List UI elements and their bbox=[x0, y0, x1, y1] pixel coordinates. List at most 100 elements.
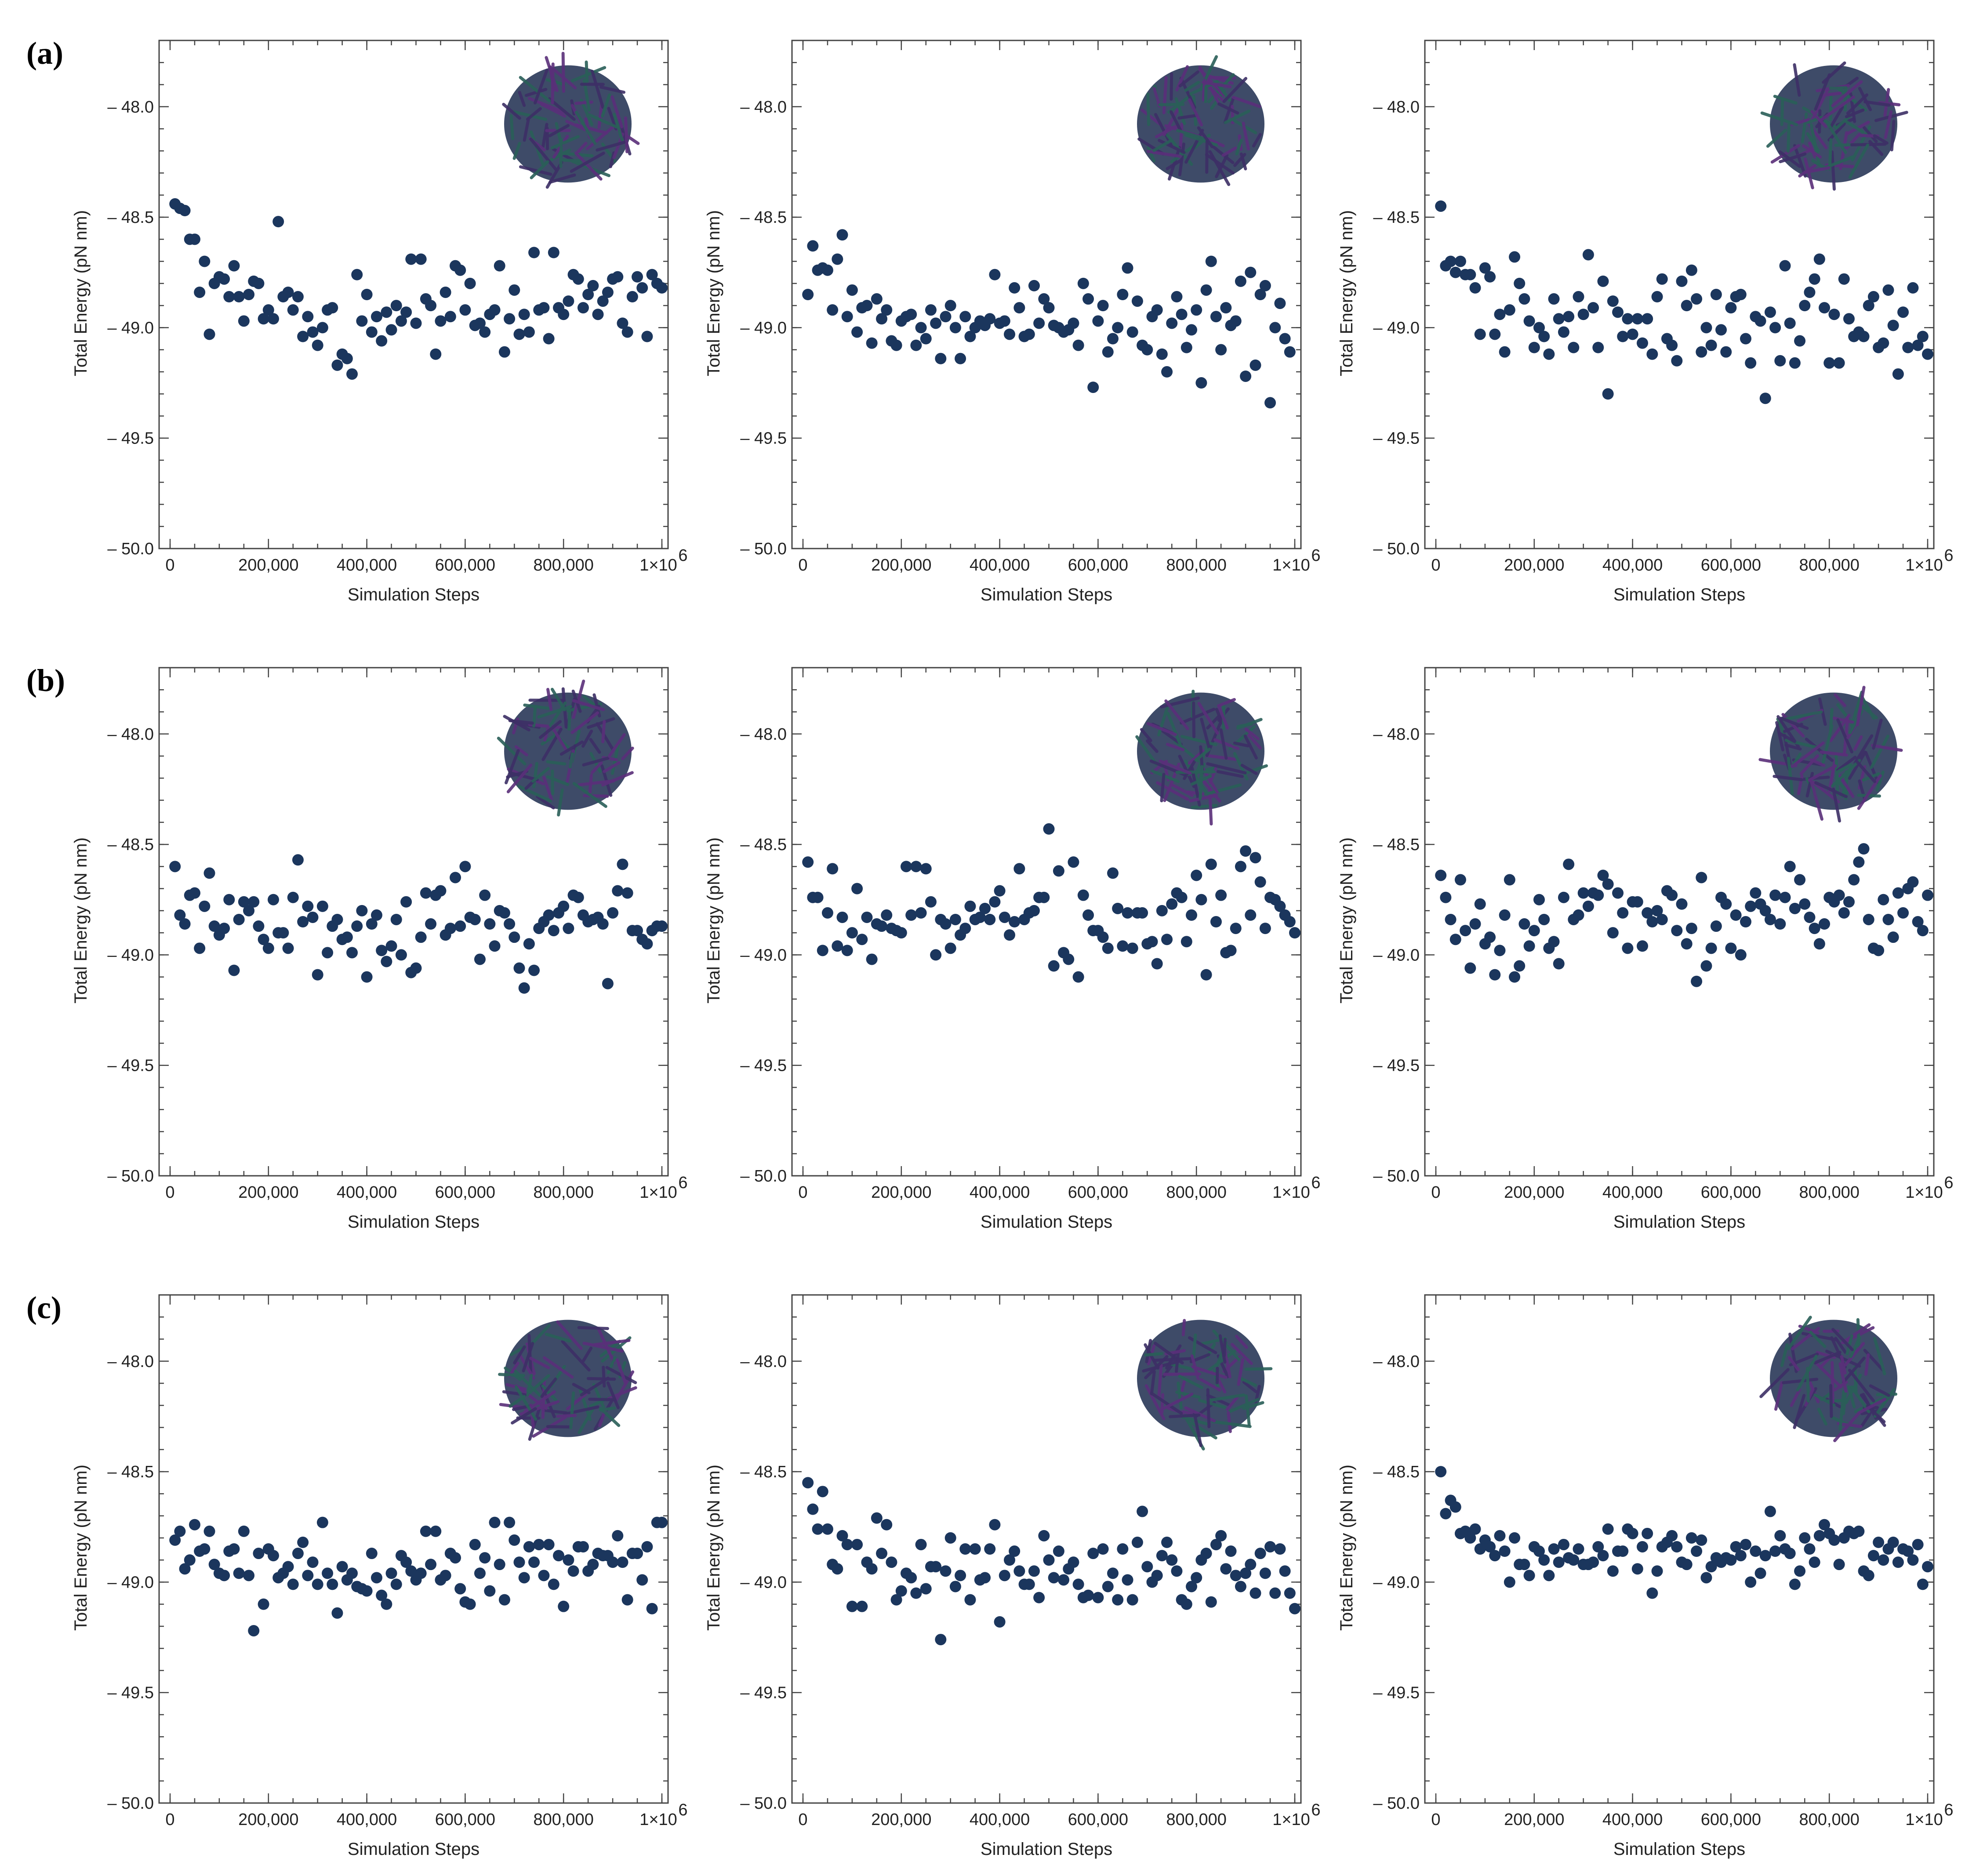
data-point bbox=[1705, 1561, 1717, 1573]
data-point bbox=[866, 953, 878, 965]
structure-inset-strand bbox=[1180, 734, 1217, 746]
x-tick-label: 0 bbox=[798, 1811, 807, 1829]
structure-inset-strand bbox=[1775, 721, 1785, 752]
x-tick-label: 200,000 bbox=[238, 1183, 298, 1202]
data-point bbox=[366, 1548, 378, 1560]
data-point bbox=[1523, 940, 1535, 952]
data-point bbox=[920, 863, 932, 875]
data-point bbox=[1897, 306, 1909, 318]
data-point bbox=[1454, 255, 1466, 267]
data-point bbox=[1804, 286, 1816, 298]
data-point bbox=[1230, 923, 1242, 934]
structure-inset-strand bbox=[1831, 80, 1863, 107]
data-point bbox=[802, 856, 814, 868]
data-point bbox=[1882, 284, 1894, 296]
structure-inset-strand bbox=[1791, 1327, 1820, 1351]
structure-inset-strand bbox=[1202, 80, 1232, 88]
data-point bbox=[405, 1565, 417, 1577]
structure-inset-strand bbox=[571, 66, 607, 82]
data-point bbox=[233, 291, 245, 303]
data-point bbox=[1759, 393, 1771, 404]
data-point bbox=[1117, 289, 1129, 300]
data-point bbox=[1631, 896, 1643, 908]
data-point bbox=[1489, 969, 1501, 981]
data-point bbox=[617, 317, 628, 329]
structure-inset-strand bbox=[1805, 771, 1814, 798]
data-point bbox=[1126, 942, 1138, 954]
data-point bbox=[474, 1567, 486, 1579]
structure-inset-strand bbox=[614, 1370, 635, 1403]
data-point bbox=[262, 942, 274, 954]
data-point bbox=[572, 891, 584, 903]
data-point bbox=[856, 1600, 868, 1612]
data-point bbox=[940, 918, 952, 930]
structure-inset-strand bbox=[1150, 1392, 1183, 1415]
data-point bbox=[218, 273, 230, 285]
data-point bbox=[297, 1536, 309, 1548]
data-point bbox=[617, 858, 628, 870]
data-point bbox=[587, 280, 599, 291]
data-point bbox=[1474, 1543, 1486, 1555]
structure-inset-strand bbox=[1787, 1316, 1812, 1350]
data-point bbox=[208, 920, 220, 932]
structure-inset-image bbox=[1137, 1319, 1273, 1451]
data-point bbox=[1166, 898, 1178, 910]
data-point bbox=[1043, 823, 1055, 835]
data-point bbox=[1279, 1565, 1291, 1577]
structure-inset-strand bbox=[1200, 778, 1221, 803]
data-point bbox=[563, 1554, 574, 1566]
structure-inset-image bbox=[1135, 690, 1268, 825]
structure-inset-strand bbox=[1774, 1381, 1783, 1411]
data-point bbox=[1141, 1561, 1153, 1573]
data-point bbox=[1794, 1565, 1806, 1577]
data-point bbox=[1631, 1563, 1643, 1575]
data-point bbox=[474, 953, 486, 965]
structure-inset-strand bbox=[542, 776, 553, 801]
data-point bbox=[1582, 249, 1594, 261]
data-point bbox=[543, 333, 555, 345]
data-point bbox=[1804, 911, 1816, 923]
data-point bbox=[1533, 1545, 1545, 1557]
data-point bbox=[577, 302, 589, 314]
structure-inset-strand bbox=[1793, 1394, 1806, 1429]
data-point bbox=[410, 317, 422, 329]
data-point bbox=[915, 322, 927, 334]
x-tick-label: 600,000 bbox=[1068, 1811, 1128, 1829]
data-point bbox=[184, 1554, 196, 1566]
y-axis-title: Total Energy (pN nm) bbox=[704, 837, 723, 1003]
y-tick-label: – 48.0 bbox=[1373, 98, 1420, 116]
data-point bbox=[851, 326, 863, 338]
structure-inset-strand bbox=[1790, 1388, 1801, 1407]
structure-inset-strand bbox=[1206, 762, 1247, 774]
structure-inset-strand bbox=[567, 710, 571, 731]
data-point bbox=[1587, 1556, 1599, 1568]
data-point bbox=[1523, 315, 1535, 327]
data-point bbox=[832, 1563, 843, 1575]
structure-inset-strand bbox=[1779, 716, 1809, 730]
data-point bbox=[1102, 942, 1114, 954]
structure-inset-strand bbox=[1836, 763, 1852, 773]
data-point bbox=[1191, 304, 1202, 316]
structure-inset-strand bbox=[502, 102, 521, 120]
x-axis-title: Simulation Steps bbox=[1613, 1212, 1745, 1232]
data-point bbox=[612, 271, 624, 283]
data-point bbox=[1799, 898, 1811, 910]
data-point bbox=[1838, 273, 1850, 285]
x-axis-title: Simulation Steps bbox=[981, 585, 1112, 604]
x-tick-label-exponent: 6 bbox=[678, 1174, 687, 1192]
data-point bbox=[302, 1570, 314, 1582]
structure-inset-strand bbox=[1872, 718, 1883, 750]
structure-inset-strand bbox=[1204, 783, 1242, 796]
data-point bbox=[370, 1572, 382, 1584]
structure-inset-strand bbox=[545, 1333, 572, 1343]
structure-inset-strand bbox=[1814, 73, 1831, 111]
x-tick-label-end: 1×10 bbox=[1272, 1811, 1310, 1829]
structure-inset-strand bbox=[1158, 102, 1185, 106]
structure-inset-strand bbox=[1773, 774, 1803, 782]
data-point bbox=[1917, 1578, 1929, 1590]
data-point bbox=[1922, 889, 1933, 901]
data-point bbox=[1269, 1587, 1281, 1599]
data-point bbox=[1028, 905, 1040, 916]
structure-inset-strand bbox=[1814, 781, 1848, 798]
data-point bbox=[351, 269, 363, 280]
